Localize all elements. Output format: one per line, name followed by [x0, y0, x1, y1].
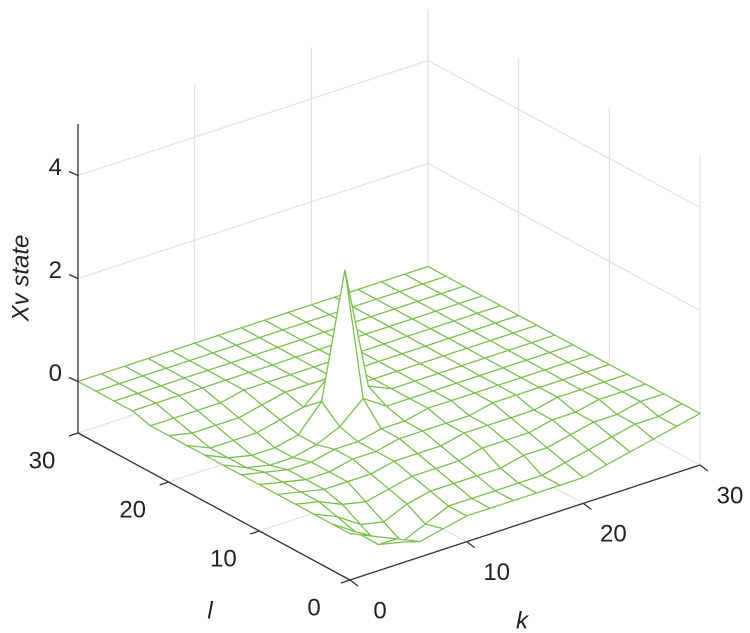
y-tick — [68, 432, 79, 437]
x-axis-label: k — [516, 607, 530, 633]
y-tick-label: 0 — [307, 594, 320, 621]
surface-cell — [331, 523, 374, 537]
y-tick-label: 30 — [29, 447, 56, 474]
x-tick-label: 30 — [717, 482, 744, 509]
axes: 0 10 20 30 0 10 20 30 0 2 4 — [29, 124, 744, 624]
y-tick — [159, 481, 169, 486]
y-tick — [250, 530, 260, 535]
grid-line — [77, 162, 429, 280]
x-tick-label: 0 — [373, 597, 386, 624]
z-tick-label: 0 — [49, 360, 62, 387]
y-tick-label: 10 — [210, 545, 237, 572]
z-tick — [68, 170, 79, 177]
y-axis — [77, 432, 351, 581]
x-tick — [699, 464, 709, 472]
x-axis — [349, 464, 701, 581]
z-tick — [68, 273, 79, 280]
y-tick-label: 20 — [119, 496, 146, 523]
x-tick — [582, 502, 592, 510]
grid-line — [427, 59, 701, 209]
grid-line — [427, 162, 701, 312]
surface — [77, 265, 701, 546]
x-tick — [466, 541, 476, 549]
z-axis-label: Xv state — [7, 235, 34, 323]
z-tick-label: 2 — [49, 257, 62, 284]
x-tick — [349, 579, 359, 587]
grid-line — [77, 59, 429, 177]
y-axis-label: l — [207, 597, 213, 624]
x-tick-label: 10 — [483, 559, 510, 586]
y-tick — [340, 579, 351, 584]
z-tick — [68, 376, 79, 383]
x-tick-label: 20 — [600, 521, 627, 548]
z-tick-label: 4 — [49, 154, 62, 181]
